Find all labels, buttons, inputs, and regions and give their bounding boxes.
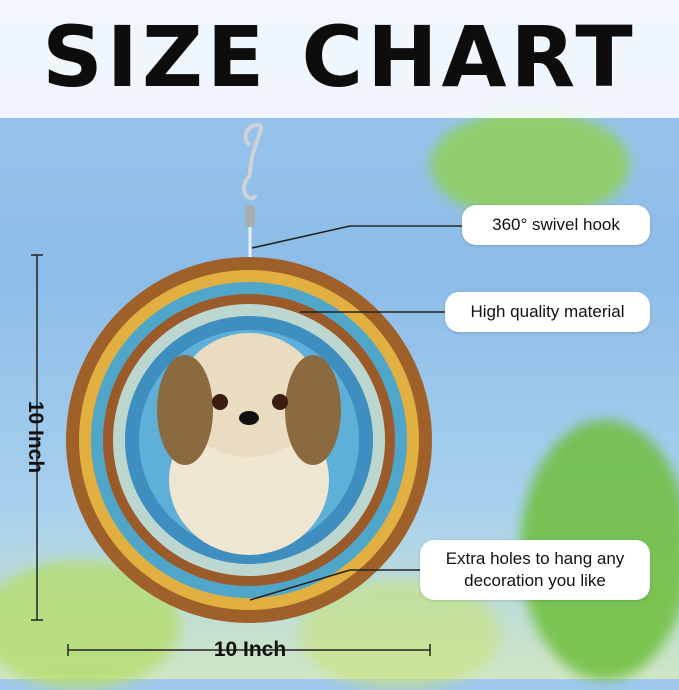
callout-text: Extra holes to hang any (445, 548, 625, 568)
title-band (0, 0, 679, 118)
callout-text: High quality material (470, 301, 625, 321)
dog-artwork (157, 333, 341, 555)
callout-lines (249, 225, 462, 601)
dimension-lines (31, 254, 431, 656)
hanging-hook (242, 122, 263, 258)
callout-text: 360° swivel hook (492, 214, 620, 234)
callout-material: High quality material (445, 292, 650, 332)
leaf-cluster-top-right (430, 110, 630, 220)
callout-text: decoration you like (464, 571, 606, 590)
callout-extra-holes: Extra holes to hang any decoration you l… (420, 540, 650, 600)
page-title: SIZE CHART (42, 8, 637, 106)
width-label: 10 Inch (213, 638, 287, 661)
callout-swivel-hook: 360° swivel hook (462, 205, 650, 245)
height-label: 10 Inch (24, 400, 47, 474)
